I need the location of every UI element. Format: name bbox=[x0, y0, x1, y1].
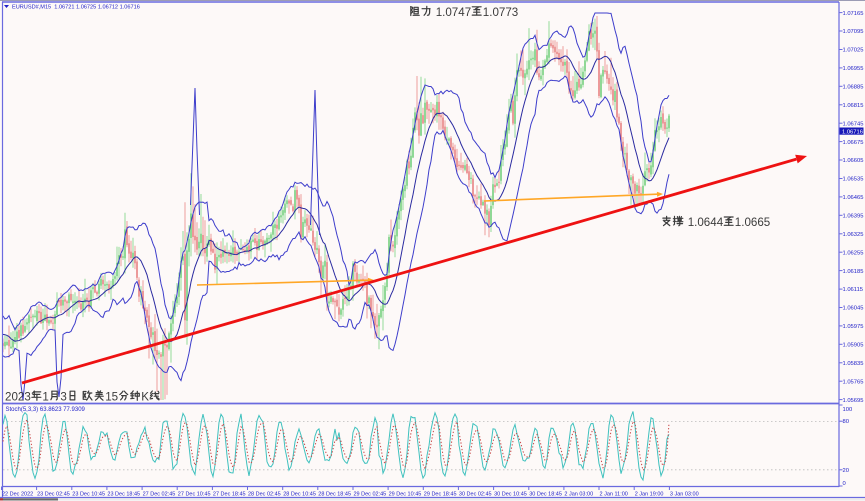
svg-text:15: 15 bbox=[105, 391, 118, 404]
svg-text:1.06745: 1.06745 bbox=[843, 121, 864, 127]
svg-text:EURUSD#,M15 1.06721 1.06725 1: EURUSD#,M15 1.06721 1.06725 1.06712 1.06… bbox=[12, 4, 140, 10]
svg-text:3 Jan 03:00: 3 Jan 03:00 bbox=[670, 492, 699, 498]
svg-text:29 Dec 02:45: 29 Dec 02:45 bbox=[354, 492, 387, 498]
svg-text:27 Dec 02:45: 27 Dec 02:45 bbox=[143, 492, 176, 498]
svg-text:1.06885: 1.06885 bbox=[843, 85, 864, 91]
svg-text:22 Dec 2022: 22 Dec 2022 bbox=[2, 492, 33, 498]
svg-text:23 Dec 18:45: 23 Dec 18:45 bbox=[107, 492, 140, 498]
svg-text:23 Dec 02:45: 23 Dec 02:45 bbox=[37, 492, 70, 498]
svg-text:1.05765: 1.05765 bbox=[843, 379, 864, 385]
svg-text:1.0644: 1.0644 bbox=[688, 216, 724, 229]
svg-text:2 Jan 11:00: 2 Jan 11:00 bbox=[600, 492, 628, 498]
svg-text:1.07095: 1.07095 bbox=[843, 29, 864, 35]
svg-text:29 Dec 18:45: 29 Dec 18:45 bbox=[424, 492, 457, 498]
svg-text:2 Jan 03:00: 2 Jan 03:00 bbox=[564, 492, 593, 498]
svg-text:30 Dec 18:45: 30 Dec 18:45 bbox=[529, 492, 562, 498]
svg-text:1.06395: 1.06395 bbox=[843, 214, 864, 220]
svg-text:100: 100 bbox=[843, 407, 853, 413]
svg-text:1.05695: 1.05695 bbox=[843, 398, 864, 404]
svg-text:29 Dec 10:45: 29 Dec 10:45 bbox=[389, 492, 422, 498]
svg-text:28 Dec 18:45: 28 Dec 18:45 bbox=[318, 492, 351, 498]
svg-text:23 Dec 10:45: 23 Dec 10:45 bbox=[72, 492, 105, 498]
svg-text:27 Dec 10:45: 27 Dec 10:45 bbox=[178, 492, 211, 498]
svg-text:1.06605: 1.06605 bbox=[843, 158, 864, 164]
svg-text:1.06675: 1.06675 bbox=[843, 140, 864, 146]
svg-text:1.06535: 1.06535 bbox=[843, 177, 864, 183]
svg-text:1.06045: 1.06045 bbox=[843, 306, 864, 312]
svg-text:1.07025: 1.07025 bbox=[843, 48, 864, 54]
svg-text:1.06716: 1.06716 bbox=[842, 129, 863, 135]
svg-text:1.0773: 1.0773 bbox=[483, 6, 518, 19]
svg-text:1.06255: 1.06255 bbox=[843, 250, 864, 256]
svg-text:28 Dec 02:45: 28 Dec 02:45 bbox=[248, 492, 281, 498]
svg-text:2023: 2023 bbox=[5, 391, 31, 404]
svg-text:1.06815: 1.06815 bbox=[843, 103, 864, 109]
svg-text:1.06325: 1.06325 bbox=[843, 232, 864, 238]
svg-text:K: K bbox=[141, 391, 149, 404]
svg-text:30 Dec 02:45: 30 Dec 02:45 bbox=[459, 492, 492, 498]
svg-text:27 Dec 18:45: 27 Dec 18:45 bbox=[213, 492, 246, 498]
svg-text:1.0665: 1.0665 bbox=[735, 216, 770, 229]
svg-text:1.06185: 1.06185 bbox=[843, 269, 864, 275]
svg-text:0: 0 bbox=[843, 481, 846, 487]
svg-text:2 Jan 19:00: 2 Jan 19:00 bbox=[635, 492, 664, 498]
svg-text:1: 1 bbox=[42, 391, 48, 404]
svg-text:30 Dec 10:45: 30 Dec 10:45 bbox=[494, 492, 527, 498]
svg-text:1.06115: 1.06115 bbox=[843, 287, 864, 293]
svg-text:20: 20 bbox=[843, 468, 849, 474]
svg-text:1.05905: 1.05905 bbox=[843, 343, 864, 349]
svg-text:3: 3 bbox=[60, 391, 66, 404]
svg-text:1.06955: 1.06955 bbox=[843, 66, 864, 72]
svg-text:1.07165: 1.07165 bbox=[843, 11, 864, 17]
svg-text:28 Dec 10:45: 28 Dec 10:45 bbox=[283, 492, 316, 498]
svg-text:1.0747: 1.0747 bbox=[436, 6, 471, 19]
svg-text:80: 80 bbox=[843, 419, 849, 425]
svg-text:1.06465: 1.06465 bbox=[843, 195, 864, 201]
svg-text:1.05975: 1.05975 bbox=[843, 324, 864, 330]
svg-text:1.05835: 1.05835 bbox=[843, 361, 864, 367]
svg-text:Stoch(5,3,3) 63.8623 77.9309: Stoch(5,3,3) 63.8623 77.9309 bbox=[6, 407, 86, 413]
